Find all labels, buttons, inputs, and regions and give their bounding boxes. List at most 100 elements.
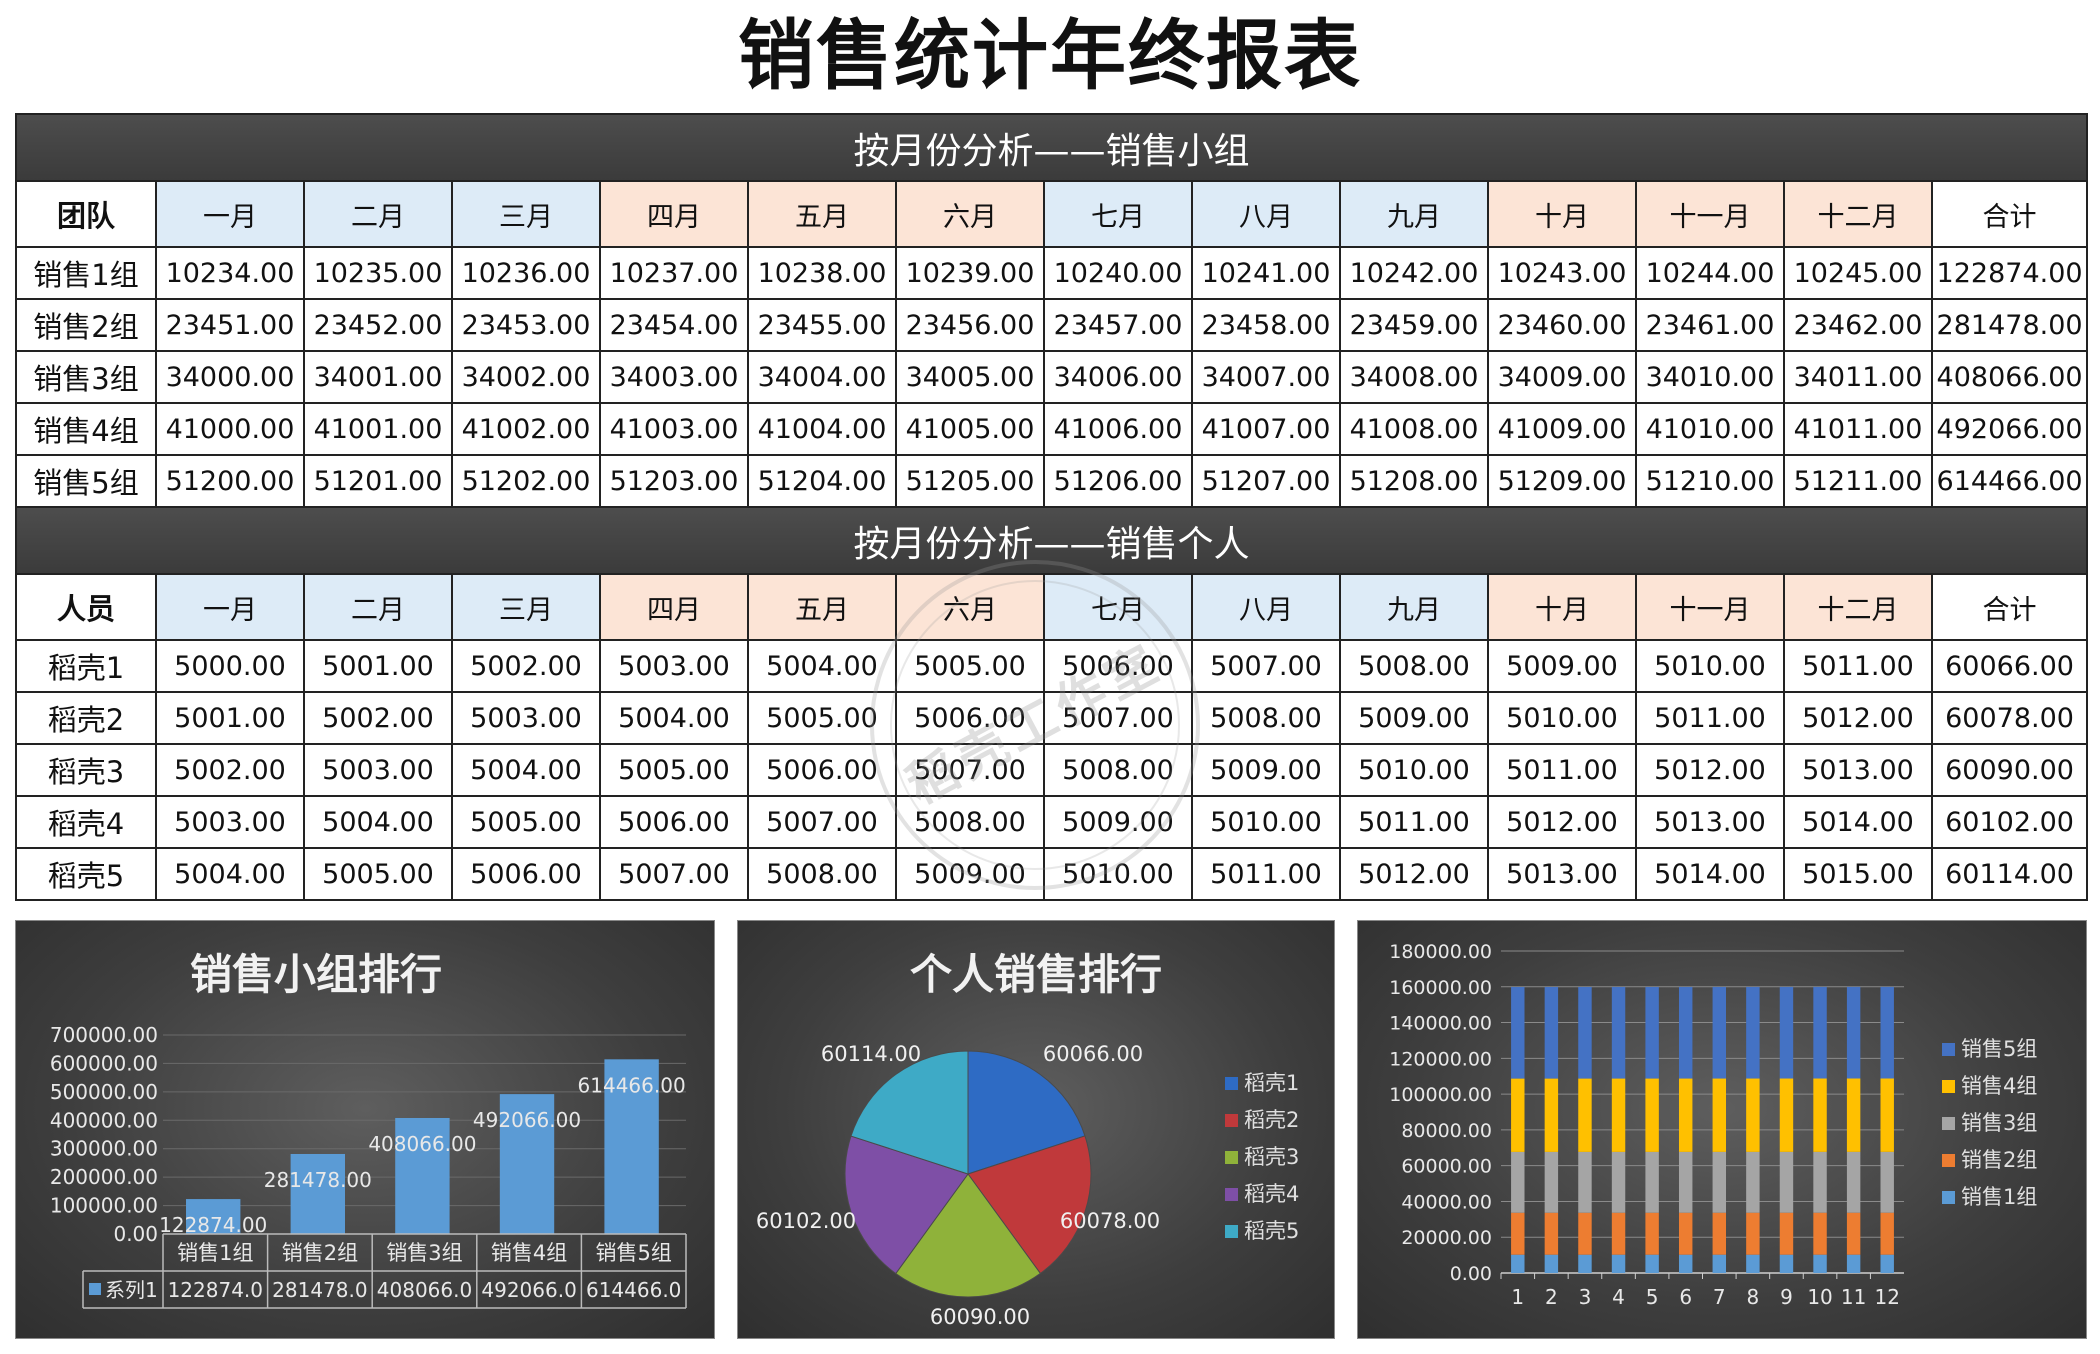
total-cell: 60078.00 — [1930, 691, 2089, 745]
value-cell: 5008.00 — [895, 795, 1045, 849]
month-header: 三月 — [451, 180, 601, 248]
month-header: 二月 — [303, 573, 453, 641]
table-value: 492066.0 — [481, 1278, 576, 1302]
stacked-bar-segment — [1880, 986, 1894, 1079]
y-tick-label: 100000.00 — [50, 1194, 158, 1218]
value-cell: 10234.00 — [155, 246, 305, 300]
y-tick-label: 700000.00 — [50, 1023, 158, 1047]
stacked-bar-segment — [1611, 1254, 1626, 1273]
stacked-bar-segment — [1511, 1254, 1525, 1273]
legend-label: 稻壳3 — [1244, 1145, 1299, 1169]
value-cell: 41010.00 — [1635, 402, 1785, 456]
value-cell: 10236.00 — [451, 246, 601, 300]
person-ranking-title: 个人销售排行 — [909, 950, 1162, 999]
value-cell: 5012.00 — [1635, 743, 1785, 797]
row-name: 稻壳3 — [15, 743, 157, 797]
legend-swatch — [1942, 1117, 1955, 1130]
value-cell: 10235.00 — [303, 246, 453, 300]
value-cell: 34011.00 — [1783, 350, 1933, 404]
month-header: 十一月 — [1635, 573, 1785, 641]
team-ranking-title: 销售小组排行 — [189, 950, 442, 999]
stacked-bar-segment — [1779, 986, 1794, 1079]
month-header: 四月 — [599, 180, 749, 248]
value-cell: 51206.00 — [1043, 454, 1193, 508]
stacked-bar-segment — [1746, 986, 1760, 1079]
month-header: 九月 — [1339, 573, 1489, 641]
total-header: 合计 — [1930, 573, 2089, 641]
value-cell: 5003.00 — [155, 795, 305, 849]
value-cell: 5000.00 — [155, 639, 305, 693]
value-cell: 5008.00 — [1191, 691, 1341, 745]
stacked-bar-segment — [1511, 986, 1525, 1079]
value-cell: 5009.00 — [1339, 691, 1489, 745]
x-tick-label: 10 — [1807, 1285, 1832, 1309]
table-banner: 按月份分析——销售小组 — [14, 113, 2089, 182]
value-cell: 5007.00 — [895, 743, 1045, 797]
stacked-bar-segment — [1611, 1078, 1626, 1152]
value-cell: 23458.00 — [1191, 298, 1341, 352]
value-cell: 51211.00 — [1783, 454, 1933, 508]
legend-label: 稻壳5 — [1244, 1219, 1299, 1243]
value-cell: 23460.00 — [1487, 298, 1637, 352]
value-cell: 51201.00 — [303, 454, 453, 508]
stacked-bar-segment — [1813, 1254, 1827, 1273]
table-value: 614466.0 — [586, 1278, 681, 1302]
value-cell: 41006.00 — [1043, 402, 1193, 456]
value-cell: 5011.00 — [1339, 795, 1489, 849]
value-cell: 5009.00 — [895, 847, 1045, 901]
value-cell: 5012.00 — [1339, 847, 1489, 901]
value-cell: 10242.00 — [1339, 246, 1489, 300]
table-row: 销售3组 34000.00 34001.00 34002.00 34003.00 3400… — [15, 350, 2089, 404]
y-tick-label: 20000.00 — [1401, 1227, 1492, 1249]
value-cell: 5010.00 — [1191, 795, 1341, 849]
stacked-bar-segment — [1846, 1254, 1861, 1273]
value-cell: 5009.00 — [1191, 743, 1341, 797]
category-label: 销售5组 — [596, 1241, 672, 1265]
total-cell: 122874.00 — [1930, 246, 2089, 300]
value-cell: 5007.00 — [1191, 639, 1341, 693]
value-cell: 34007.00 — [1191, 350, 1341, 404]
value-cell: 5011.00 — [1191, 847, 1341, 901]
value-cell: 5009.00 — [1487, 639, 1637, 693]
value-cell: 5011.00 — [1635, 691, 1785, 745]
total-cell: 408066.00 — [1930, 350, 2089, 404]
bar — [499, 1094, 555, 1234]
y-tick-label: 100000.00 — [1389, 1084, 1492, 1106]
value-cell: 34008.00 — [1339, 350, 1489, 404]
legend-swatch — [1942, 1043, 1955, 1056]
stacked-bar-segment — [1846, 986, 1861, 1079]
stacked-bar-segment — [1678, 1254, 1693, 1273]
value-cell: 41009.00 — [1487, 402, 1637, 456]
bar — [290, 1153, 346, 1234]
value-cell: 5008.00 — [1339, 639, 1489, 693]
legend-label: 销售5组 — [1961, 1037, 2037, 1061]
legend-swatch — [1942, 1154, 1955, 1167]
value-cell: 5003.00 — [451, 691, 601, 745]
pie-slice — [844, 1135, 969, 1275]
month-header: 四月 — [599, 573, 749, 641]
y-tick-label: 40000.00 — [1401, 1191, 1492, 1213]
value-cell: 34005.00 — [895, 350, 1045, 404]
value-cell: 5004.00 — [451, 743, 601, 797]
value-cell: 5007.00 — [747, 795, 897, 849]
total-cell: 614466.00 — [1930, 454, 2089, 508]
stacked-bar-segment — [1578, 1151, 1592, 1213]
value-cell: 23457.00 — [1043, 298, 1193, 352]
stacked-bar-segment — [1645, 1212, 1659, 1255]
bar-data-label: 492066.00 — [473, 1108, 581, 1132]
value-cell: 5009.00 — [1043, 795, 1193, 849]
series-name: 系列1 — [105, 1278, 158, 1302]
stacked-bar-segment — [1712, 1151, 1727, 1213]
stacked-bar-segment — [1611, 1212, 1626, 1255]
row-name: 销售2组 — [15, 298, 157, 352]
value-cell: 34004.00 — [747, 350, 897, 404]
value-cell: 10244.00 — [1635, 246, 1785, 300]
total-cell: 60066.00 — [1930, 639, 2089, 693]
value-cell: 51202.00 — [451, 454, 601, 508]
stacked-bar-segment — [1578, 986, 1592, 1079]
bar — [395, 1117, 450, 1234]
stacked-bar-segment — [1746, 1151, 1760, 1213]
value-cell: 5005.00 — [895, 639, 1045, 693]
value-cell: 23455.00 — [747, 298, 897, 352]
row-name: 销售3组 — [15, 350, 157, 404]
